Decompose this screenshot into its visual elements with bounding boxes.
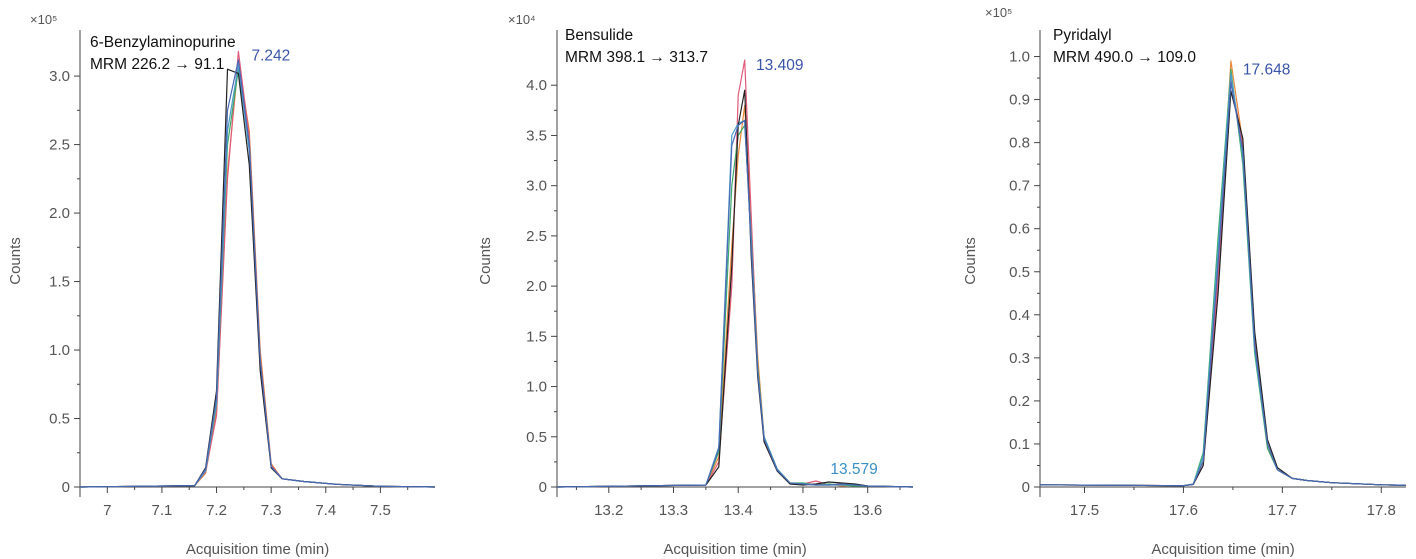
chart-panel-2: 0 0.5 1.0 1.5 2.0 2.5 3.0 3.5 4.0 13.2 13.3 13.4 13.… [477, 12, 914, 558]
x-tick-label: 7.4 [315, 502, 336, 519]
y-axis-title: Counts [7, 237, 24, 285]
series-line-3 [1039, 68, 1407, 487]
series-line-1 [79, 61, 436, 488]
x-axis-title: Acquisition time (min) [186, 541, 329, 558]
x-tick-label: 7 [103, 502, 111, 519]
x-tick-label: 7.3 [261, 502, 282, 519]
peak-retention-label: 13.579 [830, 461, 877, 478]
series-line-6 [556, 119, 914, 488]
y-tick-label: 1.0 [1009, 49, 1030, 66]
y-tick-label: 3.5 [526, 127, 547, 144]
y-multiplier-label: ×10⁴ [508, 12, 536, 27]
y-tick-label: 0.2 [1009, 393, 1030, 410]
x-tick-label: 7.1 [151, 502, 172, 519]
series-line-6 [79, 59, 436, 488]
y-tick-label: 0.5 [49, 411, 70, 428]
compound-name: Pyridalyl [1053, 27, 1112, 44]
y-tick-label: 1.0 [49, 342, 70, 359]
y-tick-label: 4.0 [526, 77, 547, 94]
compound-name: 6-Benzylaminopurine [90, 34, 236, 51]
y-multiplier-label: ×10⁵ [30, 12, 57, 27]
series-line-1 [1039, 60, 1407, 487]
x-tick-label: 13.2 [594, 502, 623, 519]
y-tick-label: 0.5 [1009, 264, 1030, 281]
x-tick-label: 7.5 [370, 502, 391, 519]
x-tick-label: 17.6 [1169, 502, 1198, 519]
y-axis-title: Counts [962, 237, 979, 285]
y-tick-label: 3.0 [49, 68, 70, 85]
y-tick-label: 0.8 [1009, 135, 1030, 152]
compound-name: Bensulide [565, 27, 633, 44]
series-line-4 [79, 64, 436, 488]
peak-retention-label: 17.648 [1243, 61, 1290, 78]
mrm-transition: MRM 490.0 → 109.0 [1053, 49, 1196, 66]
y-tick-label: 0.1 [1009, 436, 1030, 453]
series-line-5 [79, 68, 436, 488]
mrm-transition: MRM 226.2 → 91.1 [90, 56, 224, 73]
x-tick-label: 13.5 [788, 502, 817, 519]
y-tick-label: 0.7 [1009, 178, 1030, 195]
y-tick-label: 2.5 [526, 228, 547, 245]
y-tick-label: 0 [62, 479, 70, 496]
x-tick-label: 17.7 [1268, 502, 1297, 519]
series-line-2 [79, 50, 436, 488]
peak-retention-label: 7.242 [251, 48, 290, 65]
y-tick-label: 0 [539, 479, 547, 496]
y-tick-label: 0.9 [1009, 92, 1030, 109]
y-tick-label: 0.5 [526, 429, 547, 446]
series-line-2 [556, 59, 914, 488]
series-line-6 [1039, 81, 1407, 487]
y-tick-label: 1.0 [526, 379, 547, 396]
peak-retention-label: 13.409 [756, 57, 803, 74]
chart-panel-1: 0 0.5 1.0 1.5 2.0 2.5 3.0 7 7.1 7.2 7.3 7.4 7.5 ×10⁵ C… [7, 12, 436, 558]
series-line-3 [79, 68, 436, 488]
chart-panel-3: 0 0.1 0.2 0.3 0.4 0.5 0.6 0.7 0.8 0.9 1.0 17.5 17.6 1… [962, 5, 1407, 558]
y-tick-label: 2.5 [49, 137, 70, 154]
series-line-2 [1039, 77, 1407, 487]
mrm-transition: MRM 398.1 → 313.7 [565, 49, 708, 66]
y-tick-label: 0.6 [1009, 221, 1030, 238]
x-axis-title: Acquisition time (min) [1151, 541, 1294, 558]
series-line-4 [1039, 73, 1407, 487]
x-tick-label: 13.4 [724, 502, 753, 519]
x-axis-title: Acquisition time (min) [663, 541, 806, 558]
y-tick-label: 2.0 [49, 205, 70, 222]
y-tick-label: 0.3 [1009, 350, 1030, 367]
y-tick-label: 1.5 [526, 328, 547, 345]
series-line-5 [1039, 90, 1407, 487]
x-tick-label: 13.3 [659, 502, 688, 519]
y-tick-label: 2.0 [526, 278, 547, 295]
y-tick-label: 0.4 [1009, 307, 1030, 324]
x-tick-label: 13.6 [853, 502, 882, 519]
y-tick-label: 0 [1022, 479, 1030, 496]
x-tick-label: 17.5 [1070, 502, 1099, 519]
y-multiplier-label: ×10⁵ [985, 5, 1012, 20]
x-tick-label: 7.2 [206, 502, 227, 519]
x-tick-label: 17.8 [1367, 502, 1396, 519]
series-line-5 [556, 89, 914, 488]
y-tick-label: 1.5 [49, 274, 70, 291]
y-tick-label: 3.0 [526, 178, 547, 195]
y-axis-title: Counts [477, 237, 494, 285]
